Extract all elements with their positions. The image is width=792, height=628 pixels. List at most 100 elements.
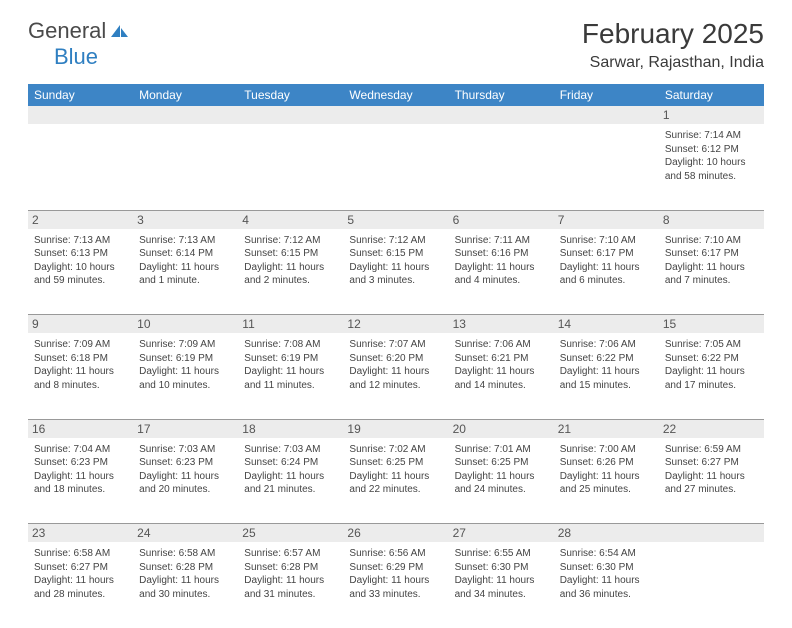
day-number-cell: 12 xyxy=(343,315,448,334)
day-details: Sunrise: 7:05 AMSunset: 6:22 PMDaylight:… xyxy=(663,336,760,392)
daylight-text: Daylight: 11 hours and 25 minutes. xyxy=(560,470,653,497)
day-number xyxy=(554,113,659,117)
day-details: Sunrise: 7:13 AMSunset: 6:13 PMDaylight:… xyxy=(32,232,129,288)
sunrise-text: Sunrise: 7:09 AM xyxy=(139,338,232,352)
day-number: 19 xyxy=(343,420,448,438)
day-details: Sunrise: 6:58 AMSunset: 6:27 PMDaylight:… xyxy=(32,545,129,601)
day-cell: Sunrise: 7:03 AMSunset: 6:23 PMDaylight:… xyxy=(133,438,238,524)
sunset-text: Sunset: 6:25 PM xyxy=(455,456,548,470)
day-number-cell: 20 xyxy=(449,419,554,438)
day-number: 15 xyxy=(659,315,764,333)
day-number xyxy=(133,113,238,117)
sunset-text: Sunset: 6:17 PM xyxy=(665,247,758,261)
daylight-text: Daylight: 11 hours and 33 minutes. xyxy=(349,574,442,601)
day-cell: Sunrise: 7:09 AMSunset: 6:19 PMDaylight:… xyxy=(133,333,238,419)
day-details: Sunrise: 7:14 AMSunset: 6:12 PMDaylight:… xyxy=(663,127,760,183)
sunrise-text: Sunrise: 6:58 AM xyxy=(139,547,232,561)
day-details: Sunrise: 7:10 AMSunset: 6:17 PMDaylight:… xyxy=(663,232,760,288)
logo: General xyxy=(28,18,132,44)
day-number: 9 xyxy=(28,315,133,333)
title-block: February 2025 Sarwar, Rajasthan, India xyxy=(582,18,764,72)
day-number xyxy=(659,531,764,535)
day-details: Sunrise: 7:03 AMSunset: 6:23 PMDaylight:… xyxy=(137,441,234,497)
daylight-text: Daylight: 11 hours and 30 minutes. xyxy=(139,574,232,601)
day-cell: Sunrise: 7:12 AMSunset: 6:15 PMDaylight:… xyxy=(238,229,343,315)
day-number-cell xyxy=(133,106,238,124)
sunset-text: Sunset: 6:16 PM xyxy=(455,247,548,261)
day-number-cell: 9 xyxy=(28,315,133,334)
day-header: Wednesday xyxy=(343,84,448,106)
sunset-text: Sunset: 6:27 PM xyxy=(665,456,758,470)
sunrise-text: Sunrise: 7:10 AM xyxy=(665,234,758,248)
daylight-text: Daylight: 11 hours and 21 minutes. xyxy=(244,470,337,497)
daylight-text: Daylight: 11 hours and 10 minutes. xyxy=(139,365,232,392)
day-cell: Sunrise: 7:07 AMSunset: 6:20 PMDaylight:… xyxy=(343,333,448,419)
sunrise-text: Sunrise: 7:07 AM xyxy=(349,338,442,352)
day-header: Thursday xyxy=(449,84,554,106)
day-cell: Sunrise: 7:11 AMSunset: 6:16 PMDaylight:… xyxy=(449,229,554,315)
day-number: 1 xyxy=(659,106,764,124)
daylight-text: Daylight: 11 hours and 12 minutes. xyxy=(349,365,442,392)
sunset-text: Sunset: 6:24 PM xyxy=(244,456,337,470)
day-number-cell xyxy=(554,106,659,124)
daylight-text: Daylight: 11 hours and 1 minute. xyxy=(139,261,232,288)
logo-text-general: General xyxy=(28,18,106,44)
sunset-text: Sunset: 6:30 PM xyxy=(560,561,653,575)
sunset-text: Sunset: 6:25 PM xyxy=(349,456,442,470)
day-number-cell: 1 xyxy=(659,106,764,124)
daylight-text: Daylight: 11 hours and 2 minutes. xyxy=(244,261,337,288)
day-number: 22 xyxy=(659,420,764,438)
day-number: 25 xyxy=(238,524,343,542)
day-header: Saturday xyxy=(659,84,764,106)
sunrise-text: Sunrise: 6:58 AM xyxy=(34,547,127,561)
day-details: Sunrise: 7:06 AMSunset: 6:22 PMDaylight:… xyxy=(558,336,655,392)
sunset-text: Sunset: 6:17 PM xyxy=(560,247,653,261)
logo-text-blue: Blue xyxy=(54,44,98,69)
logo-sail-icon xyxy=(110,24,130,38)
daylight-text: Daylight: 11 hours and 22 minutes. xyxy=(349,470,442,497)
daylight-text: Daylight: 11 hours and 6 minutes. xyxy=(560,261,653,288)
day-cell: Sunrise: 7:03 AMSunset: 6:24 PMDaylight:… xyxy=(238,438,343,524)
sunrise-text: Sunrise: 7:00 AM xyxy=(560,443,653,457)
sunrise-text: Sunrise: 6:57 AM xyxy=(244,547,337,561)
day-cell: Sunrise: 6:58 AMSunset: 6:27 PMDaylight:… xyxy=(28,542,133,628)
day-cell: Sunrise: 6:54 AMSunset: 6:30 PMDaylight:… xyxy=(554,542,659,628)
day-number-cell xyxy=(28,106,133,124)
day-number-cell: 26 xyxy=(343,524,448,543)
day-number-cell: 8 xyxy=(659,210,764,229)
day-number-cell: 5 xyxy=(343,210,448,229)
day-number-cell: 6 xyxy=(449,210,554,229)
day-number-cell: 16 xyxy=(28,419,133,438)
sunset-text: Sunset: 6:21 PM xyxy=(455,352,548,366)
sunrise-text: Sunrise: 7:14 AM xyxy=(665,129,758,143)
sunset-text: Sunset: 6:19 PM xyxy=(139,352,232,366)
sunset-text: Sunset: 6:12 PM xyxy=(665,143,758,157)
day-number: 13 xyxy=(449,315,554,333)
day-details: Sunrise: 6:57 AMSunset: 6:28 PMDaylight:… xyxy=(242,545,339,601)
sunset-text: Sunset: 6:29 PM xyxy=(349,561,442,575)
day-number: 21 xyxy=(554,420,659,438)
sunset-text: Sunset: 6:19 PM xyxy=(244,352,337,366)
day-number: 3 xyxy=(133,211,238,229)
sunset-text: Sunset: 6:15 PM xyxy=(349,247,442,261)
daylight-text: Daylight: 11 hours and 15 minutes. xyxy=(560,365,653,392)
day-content-row: Sunrise: 7:13 AMSunset: 6:13 PMDaylight:… xyxy=(28,229,764,315)
daylight-text: Daylight: 11 hours and 11 minutes. xyxy=(244,365,337,392)
day-details: Sunrise: 6:58 AMSunset: 6:28 PMDaylight:… xyxy=(137,545,234,601)
day-header: Friday xyxy=(554,84,659,106)
sunset-text: Sunset: 6:22 PM xyxy=(560,352,653,366)
day-cell: Sunrise: 7:14 AMSunset: 6:12 PMDaylight:… xyxy=(659,124,764,210)
sunrise-text: Sunrise: 7:08 AM xyxy=(244,338,337,352)
day-number-cell: 4 xyxy=(238,210,343,229)
sunset-text: Sunset: 6:23 PM xyxy=(139,456,232,470)
day-number: 4 xyxy=(238,211,343,229)
daylight-text: Daylight: 11 hours and 28 minutes. xyxy=(34,574,127,601)
daylight-text: Daylight: 11 hours and 4 minutes. xyxy=(455,261,548,288)
day-cell: Sunrise: 7:04 AMSunset: 6:23 PMDaylight:… xyxy=(28,438,133,524)
day-cell xyxy=(133,124,238,210)
day-number xyxy=(449,113,554,117)
day-number: 5 xyxy=(343,211,448,229)
sunrise-text: Sunrise: 7:04 AM xyxy=(34,443,127,457)
day-cell xyxy=(554,124,659,210)
daylight-text: Daylight: 11 hours and 27 minutes. xyxy=(665,470,758,497)
